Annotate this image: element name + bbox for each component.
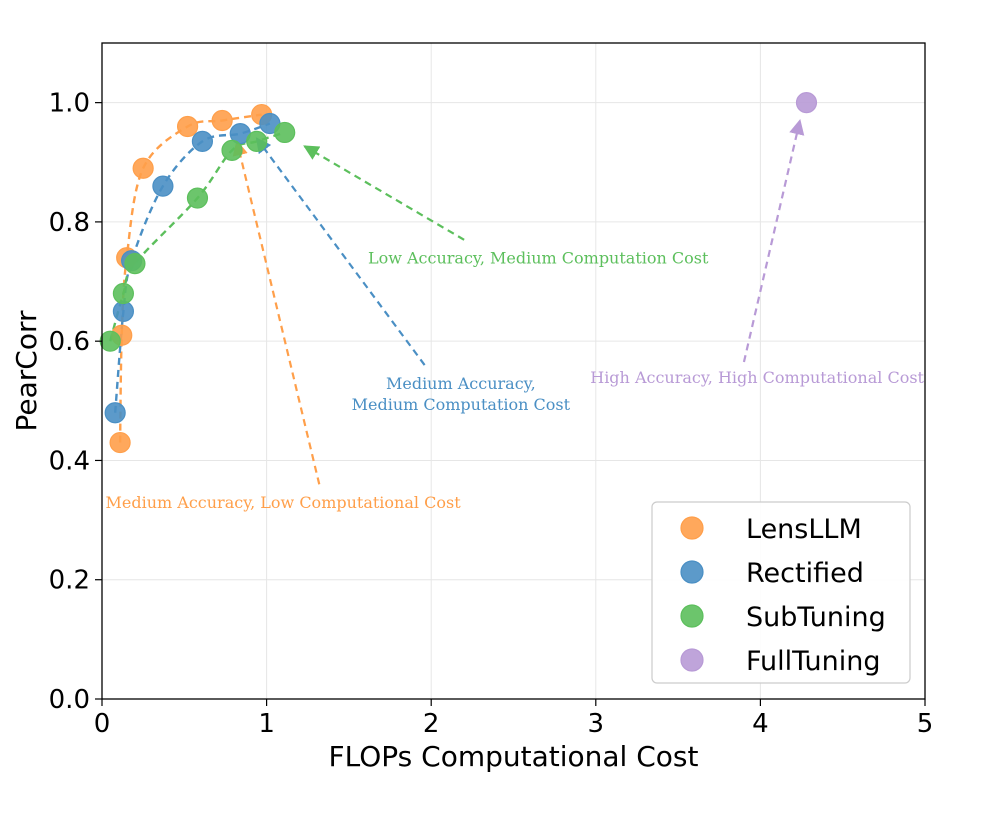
legend-marker — [680, 604, 704, 628]
annotation-arrow — [742, 119, 805, 363]
data-point-fulltuning — [795, 92, 818, 114]
y-tick-label: 1.0 — [49, 89, 90, 119]
x-tick-label: 1 — [258, 709, 275, 739]
data-points — [99, 92, 818, 454]
data-point-subtuning — [274, 121, 296, 144]
data-point-lensllm — [176, 115, 199, 138]
data-point-subtuning — [186, 187, 209, 209]
legend-marker — [680, 560, 704, 584]
data-point-subtuning — [221, 139, 243, 161]
legend-label: FullTuning — [746, 646, 881, 677]
x-tick-label: 0 — [94, 709, 111, 739]
annotation-text: Medium Accuracy, Low Computational Cost — [105, 493, 461, 512]
annotation-text: Low Accuracy, Medium Computation Cost — [368, 249, 709, 268]
data-point-rectified — [191, 130, 214, 152]
data-point-lensllm — [211, 109, 233, 132]
annotation-arrow — [232, 139, 321, 485]
axis-ticks: 0 1 2 3 4 5 0.0 0.2 0.4 0.6 0.8 1.0 — [49, 89, 934, 739]
x-tick-label: 2 — [423, 709, 440, 739]
data-point-subtuning — [99, 330, 121, 352]
y-tick-label: 0.0 — [49, 685, 90, 715]
annotation-arrow — [303, 145, 465, 241]
data-point-rectified — [152, 175, 174, 197]
legend-marker — [680, 516, 704, 540]
legend-label: SubTuning — [746, 602, 886, 633]
trend-curve-rectified — [113, 122, 271, 413]
y-axis-label: PearCorr — [10, 310, 43, 431]
y-tick-label: 0.2 — [49, 566, 90, 596]
annotation-text: High Accuracy, High Computational Cost — [590, 368, 924, 387]
legend-label: LensLLM — [746, 514, 862, 545]
x-axis-label: FLOPs Computational Cost — [329, 740, 699, 773]
annotations: Medium Accuracy, Low Computational Cost M… — [105, 119, 925, 512]
data-point-subtuning — [246, 130, 268, 152]
y-tick-label: 0.4 — [49, 446, 90, 476]
y-tick-label: 0.6 — [49, 327, 90, 357]
y-tick-label: 0.8 — [49, 208, 90, 238]
data-point-rectified — [104, 402, 126, 424]
x-tick-label: 5 — [917, 709, 934, 739]
data-point-lensllm — [109, 431, 131, 454]
legend-label: Rectified — [746, 558, 864, 589]
annotation-text: Medium Computation Cost — [352, 395, 571, 414]
legend: LensLLM Rectified SubTuning FullTuning — [651, 501, 911, 684]
plot-frame — [101, 42, 926, 700]
annotation-text: Medium Accuracy, — [386, 374, 536, 393]
x-tick-label: 3 — [588, 709, 605, 739]
data-point-subtuning — [124, 253, 146, 275]
x-tick-label: 4 — [752, 709, 769, 739]
data-point-subtuning — [112, 282, 134, 305]
data-point-rectified — [112, 300, 134, 322]
legend-marker — [680, 648, 704, 672]
data-point-lensllm — [132, 157, 154, 179]
legend-box — [651, 501, 911, 684]
